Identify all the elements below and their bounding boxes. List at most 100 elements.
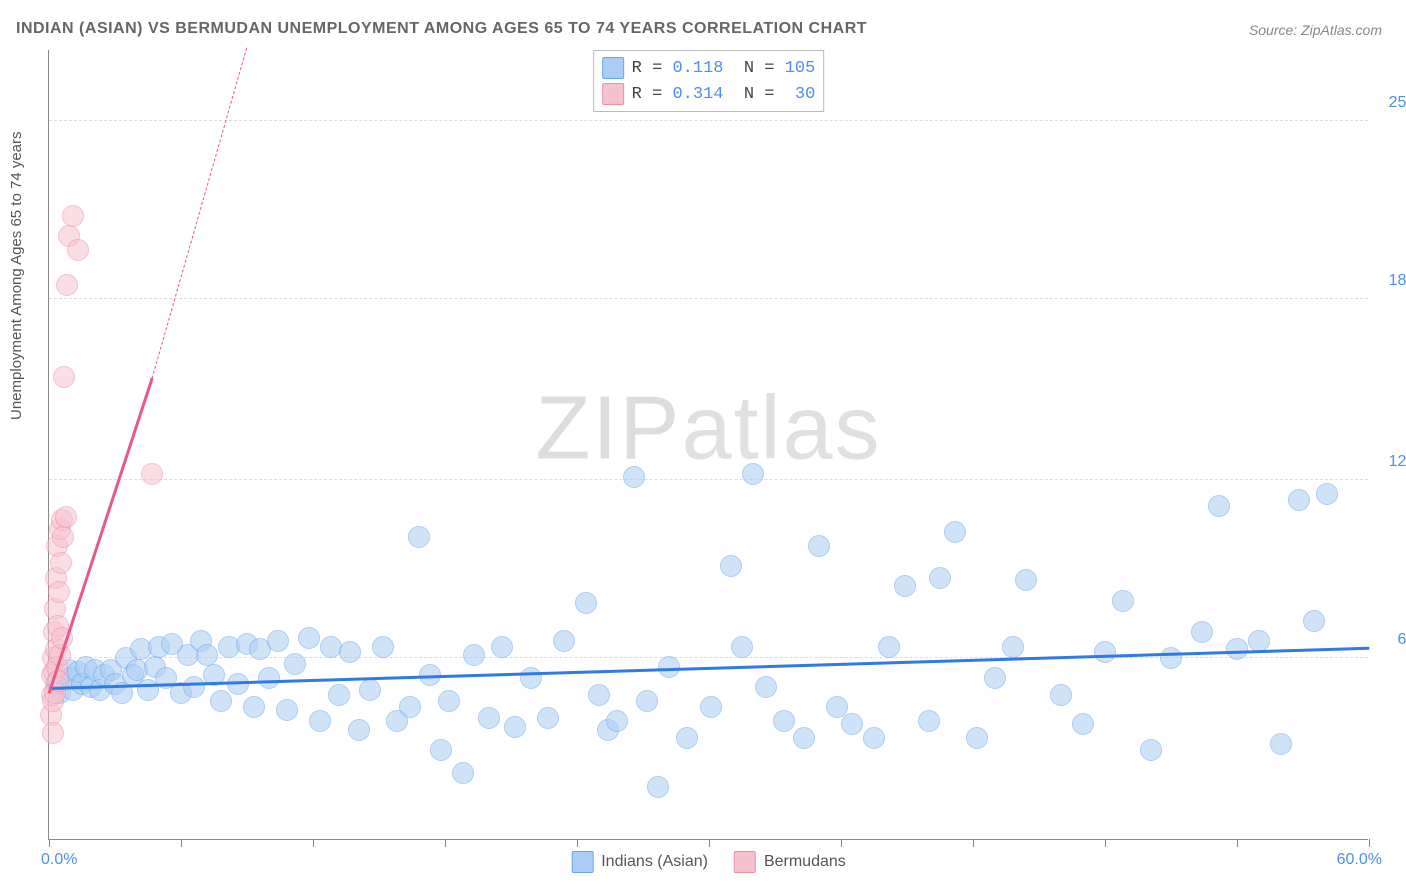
data-point [984,667,1006,689]
data-point [56,274,78,296]
data-point [793,727,815,749]
data-point [720,555,742,577]
data-point [1303,610,1325,632]
data-point [284,653,306,675]
x-tick [577,839,578,847]
data-point [1208,495,1230,517]
legend-bottom: Indians (Asian) Bermudans [571,851,846,873]
data-point [50,552,72,574]
legend-bottom-label: Indians (Asian) [601,853,708,871]
data-point [658,656,680,678]
data-point [141,463,163,485]
data-point [267,630,289,652]
data-point [878,636,900,658]
data-point [276,699,298,721]
data-point [647,776,669,798]
chart-container: INDIAN (ASIAN) VS BERMUDAN UNEMPLOYMENT … [0,0,1406,892]
data-point [894,575,916,597]
x-tick [709,839,710,847]
data-point [742,463,764,485]
x-tick [313,839,314,847]
data-point [52,526,74,548]
data-point [1112,590,1134,612]
data-point [636,690,658,712]
data-point [606,710,628,732]
legend-bottom-item: Bermudans [734,851,846,873]
x-tick [1105,839,1106,847]
data-point [258,667,280,689]
data-point [42,722,64,744]
y-tick-label: 12.5% [1374,453,1406,471]
y-tick-label: 6.3% [1374,631,1406,649]
data-point [372,636,394,658]
data-point [588,684,610,706]
data-point [623,466,645,488]
legend-row: R = 0.118 N = 105 [602,55,816,81]
data-point [537,707,559,729]
data-point [243,696,265,718]
data-point [575,592,597,614]
data-point [1316,483,1338,505]
data-point [700,696,722,718]
data-point [1191,621,1213,643]
x-tick [181,839,182,847]
data-point [196,644,218,666]
data-point [399,696,421,718]
data-point [1248,630,1270,652]
data-point [755,676,777,698]
data-point [918,710,940,732]
y-tick-label: 18.8% [1374,272,1406,290]
data-point [183,676,205,698]
legend-swatch [602,83,624,105]
x-tick [973,839,974,847]
legend-row: R = 0.314 N = 30 [602,81,816,107]
x-tick [841,839,842,847]
watermark: ZIPatlas [535,377,881,480]
data-point [676,727,698,749]
x-axis-min-label: 0.0% [41,851,77,869]
data-point [1050,684,1072,706]
legend-stats: R = 0.118 N = 105 [632,59,816,78]
data-point [929,567,951,589]
legend-swatch [734,851,756,873]
legend-bottom-label: Bermudans [764,853,846,871]
data-point [731,636,753,658]
data-point [863,727,885,749]
gridline [49,479,1368,480]
data-point [1226,638,1248,660]
legend-swatch [571,851,593,873]
data-point [966,727,988,749]
data-point [438,690,460,712]
data-point [841,713,863,735]
data-point [298,627,320,649]
gridline [49,120,1368,121]
data-point [67,239,89,261]
plot-area: ZIPatlas R = 0.118 N = 105 R = 0.314 N = … [48,50,1368,840]
data-point [348,719,370,741]
data-point [430,739,452,761]
legend-bottom-item: Indians (Asian) [571,851,708,873]
data-point [478,707,500,729]
data-point [1160,647,1182,669]
x-tick [1369,839,1370,847]
data-point [408,526,430,548]
data-point [62,205,84,227]
x-tick [1237,839,1238,847]
data-point [53,366,75,388]
x-tick [49,839,50,847]
data-point [1072,713,1094,735]
data-point [773,710,795,732]
chart-title: INDIAN (ASIAN) VS BERMUDAN UNEMPLOYMENT … [16,20,867,38]
gridline [49,298,1368,299]
data-point [1094,641,1116,663]
x-axis-max-label: 60.0% [1337,851,1382,869]
data-point [359,679,381,701]
y-axis-label: Unemployment Among Ages 65 to 74 years [8,131,25,420]
watermark-light: atlas [681,378,881,478]
data-point [944,521,966,543]
source-label: Source: ZipAtlas.com [1249,22,1382,38]
x-tick [445,839,446,847]
data-point [1270,733,1292,755]
watermark-heavy: ZIP [535,378,681,478]
data-point [309,710,331,732]
